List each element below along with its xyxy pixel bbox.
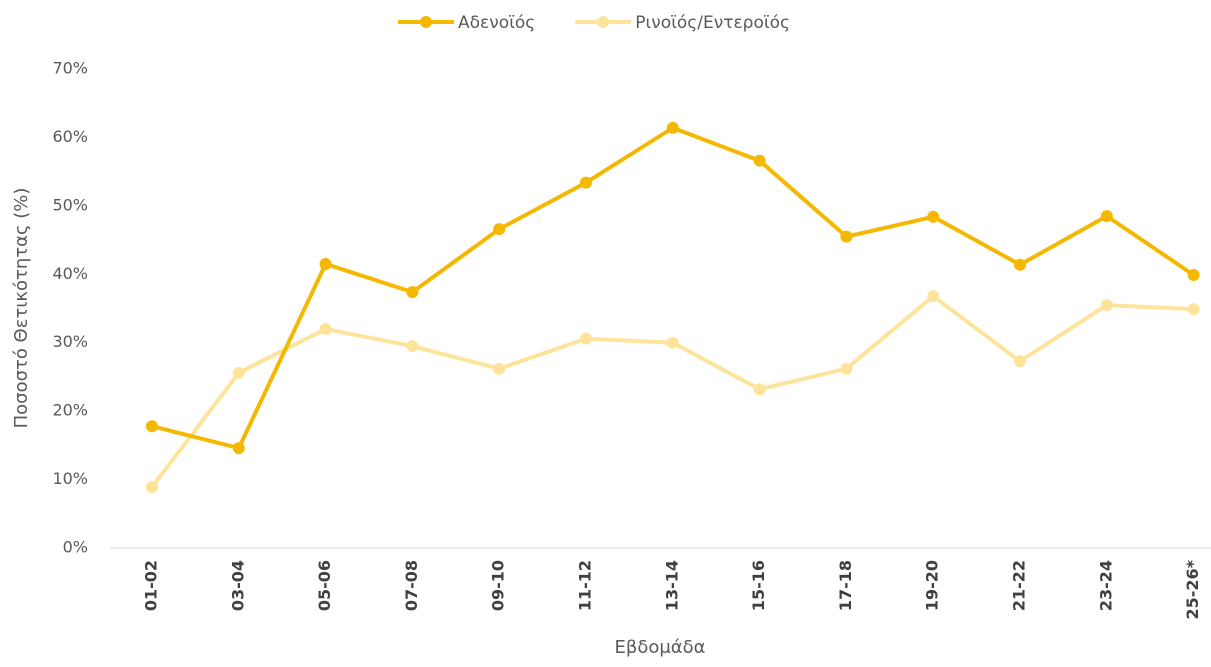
x-tick-label: 11-12 [576,560,595,611]
x-tick-label: 21-22 [1010,560,1029,611]
data-point [666,121,679,134]
data-point [927,290,940,303]
y-tick-label: 40% [52,264,88,283]
data-point [232,366,245,379]
data-point [927,210,940,223]
data-point [753,154,766,167]
data-point [493,362,506,375]
data-point [840,230,853,243]
y-tick-label: 50% [52,195,88,214]
data-point [1187,268,1200,281]
data-point [1100,210,1113,223]
x-tick-label: 03-04 [228,560,247,611]
data-point [580,176,592,189]
x-tick-label: 17-18 [836,560,855,611]
y-tick-label: 20% [52,401,88,420]
x-tick-label: 07-08 [402,560,421,611]
data-point [666,336,679,349]
x-tick-label: 15-16 [749,560,768,611]
y-axis-title: Ποσοστό Θετικότητας (%) [11,188,32,429]
x-tick-label: 05-06 [315,560,334,611]
data-point [319,258,332,271]
y-tick-label: 10% [52,469,88,488]
y-tick-label: 0% [63,538,88,557]
data-point [146,481,158,494]
data-point [840,362,853,375]
x-tick-label: 13-14 [662,560,681,611]
x-tick-label: 23-24 [1096,560,1115,611]
y-tick-label: 70% [52,59,88,78]
x-tick-label: 01-02 [142,560,161,611]
series-line [150,294,1194,489]
data-point [319,323,332,336]
data-point [493,223,506,236]
data-point [146,420,158,433]
y-tick-label: 60% [52,127,88,146]
data-point [406,286,419,299]
data-point [1187,303,1200,316]
data-point [232,442,245,455]
legend-marker [597,16,610,28]
series-line [151,125,1195,451]
x-axis-title: Εβδομάδα [614,637,705,658]
legend-label: Αδενοϊός [458,13,535,33]
data-point [1014,355,1026,368]
data-point [753,383,766,396]
data-point [406,340,419,353]
data-point [1014,258,1026,271]
data-point [580,332,592,345]
data-point [1100,299,1113,312]
x-tick-label: 19-20 [923,560,942,611]
legend-label: Ρινοϊός/Εντεροϊός [635,13,790,33]
x-tick-label: 25-26* [1183,559,1202,619]
y-tick-label: 30% [52,332,88,351]
legend-marker [420,16,432,28]
x-tick-label: 09-10 [489,560,508,611]
